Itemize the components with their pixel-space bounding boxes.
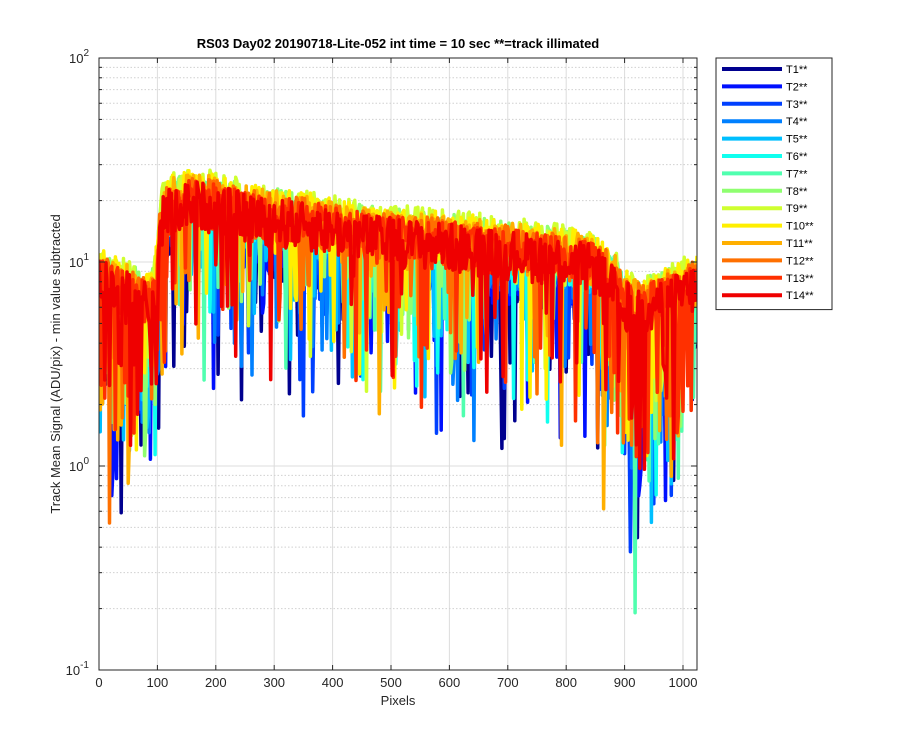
legend-label: T6** (786, 151, 808, 163)
legend-label: T5** (786, 134, 808, 146)
y-tick-label: 101 (69, 252, 89, 270)
y-tick-label: 10-1 (66, 660, 90, 678)
legend-label: T12** (786, 255, 814, 267)
legend-label: T13** (786, 273, 814, 285)
x-tick-label: 1000 (669, 675, 698, 690)
series-line-t14 (99, 180, 697, 472)
legend-label: T8** (786, 186, 808, 198)
axes-box (98, 57, 698, 671)
legend-label: T4** (786, 116, 808, 128)
legend-box (715, 57, 833, 311)
legend-label: T11** (786, 238, 813, 250)
x-tick-label: 500 (380, 675, 402, 690)
legend: T1** T2** T3** T4** T5** T6** T7** T8** T9** T10*… (715, 57, 833, 311)
x-tick-label: 900 (614, 675, 636, 690)
x-tick-label: 0 (95, 675, 102, 690)
x-tick-label: 400 (322, 675, 344, 690)
legend-label: T7** (786, 168, 808, 180)
legend-label: T9** (786, 203, 808, 215)
y-axis-label: Track Mean Signal (ADU/pix) - min value … (48, 214, 63, 513)
x-tick-label: 200 (205, 675, 227, 690)
x-axis-label: Pixels (381, 693, 416, 708)
x-tick-label: 300 (263, 675, 285, 690)
plot-area: 0 100 200 300 400 500 600 700 800 900 1000 10-1 100… (66, 48, 698, 690)
x-tick-label: 800 (555, 675, 577, 690)
y-axis-ticks: 10-1 100 101 102 (66, 48, 697, 678)
x-axis-ticks: 0 100 200 300 400 500 600 700 800 900 1000 (95, 58, 697, 690)
x-tick-label: 600 (439, 675, 461, 690)
legend-label: T14** (786, 290, 814, 302)
y-tick-label: 100 (69, 456, 89, 474)
legend-label: T1** (786, 64, 808, 76)
legend-label: T3** (786, 99, 808, 111)
series-group (99, 168, 697, 615)
legend-label: T2** (786, 81, 808, 93)
y-tick-label: 102 (69, 48, 89, 66)
legend-label: T10** (786, 221, 814, 233)
chart-title: RS03 Day02 20190718-Lite-052 int time = … (197, 36, 600, 51)
x-tick-label: 700 (497, 675, 519, 690)
x-tick-label: 100 (147, 675, 169, 690)
